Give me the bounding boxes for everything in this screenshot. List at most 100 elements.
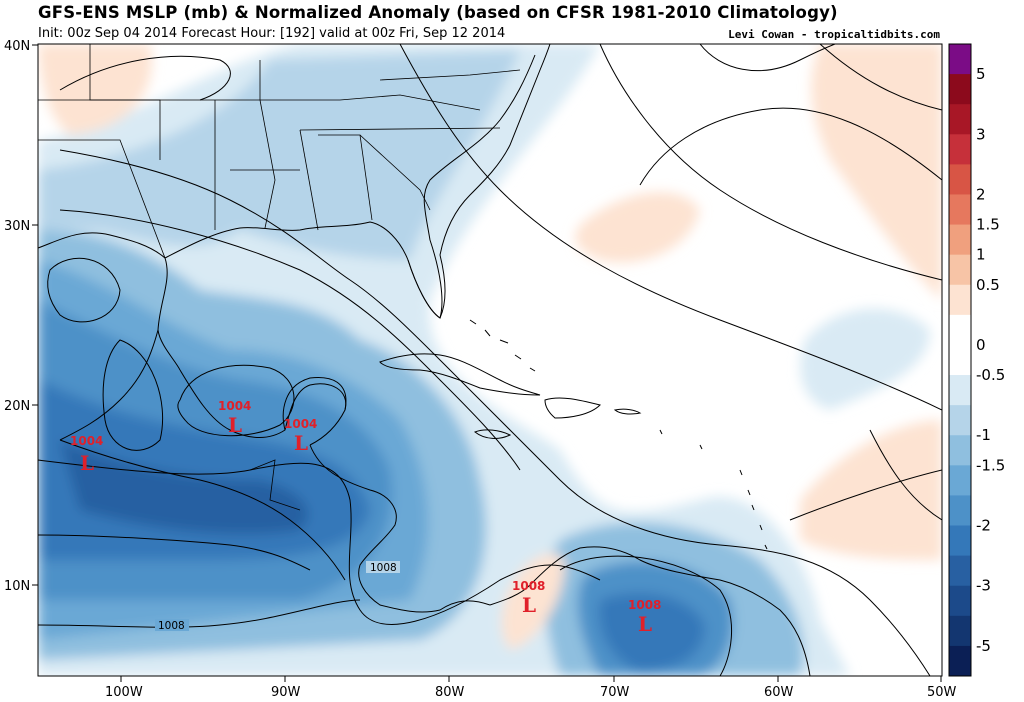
colorbar-label: 1.5 [976, 216, 1000, 234]
colorbar-swatch [949, 44, 971, 75]
anomaly-negative-sa-inner [599, 593, 705, 672]
lat-label: 20N [4, 399, 30, 414]
isobar-13 [819, 44, 942, 111]
low-pressure-value: 1008 [628, 598, 661, 612]
colorbar-swatch [949, 314, 971, 346]
map-panel: 1008 1008 1004 L 1004 L 1004 L 1008 L 10… [38, 44, 942, 676]
colorbar-label: 1 [976, 246, 986, 264]
isobar-4 [177, 364, 295, 437]
colorbar-swatch [949, 344, 971, 376]
low-letter: L [80, 451, 94, 475]
colorbar-swatch [949, 555, 971, 587]
colorbar-swatch [949, 254, 971, 286]
south-america-coast [489, 546, 811, 676]
low-letter: L [228, 413, 242, 437]
isobar-label-2: 1008 [158, 620, 185, 632]
isobar-label-bg-2 [155, 619, 189, 631]
mexico-guatemala-border [249, 459, 301, 511]
map-subtitle: Init: 00z Sep 04 2014 Forecast Hour: [19… [38, 26, 506, 41]
isobar-10 [599, 44, 942, 281]
colorbar-label: -1.5 [976, 456, 1005, 474]
map-title: GFS-ENS MSLP (mb) & Normalized Anomaly (… [38, 3, 838, 22]
lon-label: 60W [764, 685, 794, 700]
lesser-antilles [659, 429, 768, 550]
anomaly-negative-core-3 [60, 440, 308, 534]
mexico-coast [59, 329, 347, 446]
anomaly-positive-se [800, 420, 942, 560]
us-east-coast [439, 44, 551, 256]
colorbar-label: 0 [976, 336, 986, 354]
bahamas [469, 319, 536, 372]
isobar-5 [102, 339, 164, 451]
colorbar-swatch [949, 375, 971, 406]
low-letter: L [638, 612, 652, 636]
state-border-9 [359, 134, 431, 211]
colorbar-labels: 5 3 2 1.5 1 0.5 0 -0.5 -1 -1.5 -2 -3 -5 [976, 65, 1005, 655]
colorbar-swatch [949, 525, 971, 557]
lon-label: 70W [600, 685, 630, 700]
state-border-7 [260, 94, 481, 111]
colorbar-swatch [949, 284, 971, 316]
colorbar-swatch [949, 74, 971, 105]
low-letter: L [294, 431, 308, 455]
central-america [59, 439, 491, 613]
colorbar-label: -3 [976, 577, 991, 595]
low-pressure-value: 1004 [218, 399, 251, 413]
latitude-axis: 40N 30N 20N 10N [4, 39, 38, 594]
isobar-label-1: 1008 [370, 562, 397, 574]
isobar-1 [38, 459, 601, 625]
lon-label: 100W [105, 685, 143, 700]
isobar-2 [38, 534, 311, 571]
low-pressure-value: 1008 [512, 579, 545, 593]
colorbar-label: 5 [976, 65, 986, 83]
anomaly-positive-nw [38, 44, 152, 135]
isobar-9 [399, 44, 942, 411]
cuba [379, 353, 541, 396]
puerto-rico [613, 408, 642, 415]
map-frame [37, 43, 943, 677]
isobar-8 [59, 209, 521, 471]
colorbar-swatch [949, 104, 971, 135]
colorbar-frame [948, 43, 972, 677]
lon-label: 50W [927, 685, 957, 700]
colorbar-swatch [949, 465, 971, 496]
low-letter: L [522, 593, 536, 617]
lon-label: 80W [435, 685, 465, 700]
colorbar-label: -1 [976, 426, 991, 444]
isobar-15 [789, 469, 942, 521]
colorbar-swatch [949, 585, 971, 617]
longitude-axis: 100W 90W 80W 70W 60W 50W [105, 676, 957, 700]
colorbar-label: -0.5 [976, 366, 1005, 384]
lat-label: 30N [4, 219, 30, 234]
lon-label: 90W [271, 685, 301, 700]
florida [407, 254, 446, 319]
lat-label: 40N [4, 39, 30, 54]
political-borders [38, 44, 521, 511]
isobar-12 [699, 44, 836, 72]
colorbar-label: 0.5 [976, 276, 1000, 294]
isobar-label-bg-1 [366, 561, 400, 573]
state-border-4 [259, 99, 276, 229]
colorbar-label: 2 [976, 185, 986, 203]
isobar-14 [869, 429, 942, 521]
colorbar-swatch [949, 405, 971, 436]
low-markers: 1004 L 1004 L 1004 L 1008 L 1008 L [70, 399, 661, 636]
anomaly-negative-east [800, 308, 930, 410]
colorbar-swatch [949, 194, 971, 226]
colorbar-swatch [949, 495, 971, 527]
isobar-3 [38, 599, 361, 628]
anomaly-positive-mid [575, 192, 700, 263]
yucatan [282, 376, 347, 431]
colorbar-label: -2 [976, 517, 991, 535]
colorbar [948, 43, 972, 677]
state-border-5 [299, 129, 319, 231]
anomaly-shading [38, 44, 942, 676]
isobar-11 [639, 107, 942, 186]
anomaly-positive-ne [811, 44, 942, 300]
state-border-10 [379, 69, 521, 81]
colorbar-swatch [949, 435, 971, 466]
low-pressure-value: 1004 [70, 434, 103, 448]
state-border-8 [299, 127, 501, 131]
colorbar-label: -5 [976, 637, 991, 655]
